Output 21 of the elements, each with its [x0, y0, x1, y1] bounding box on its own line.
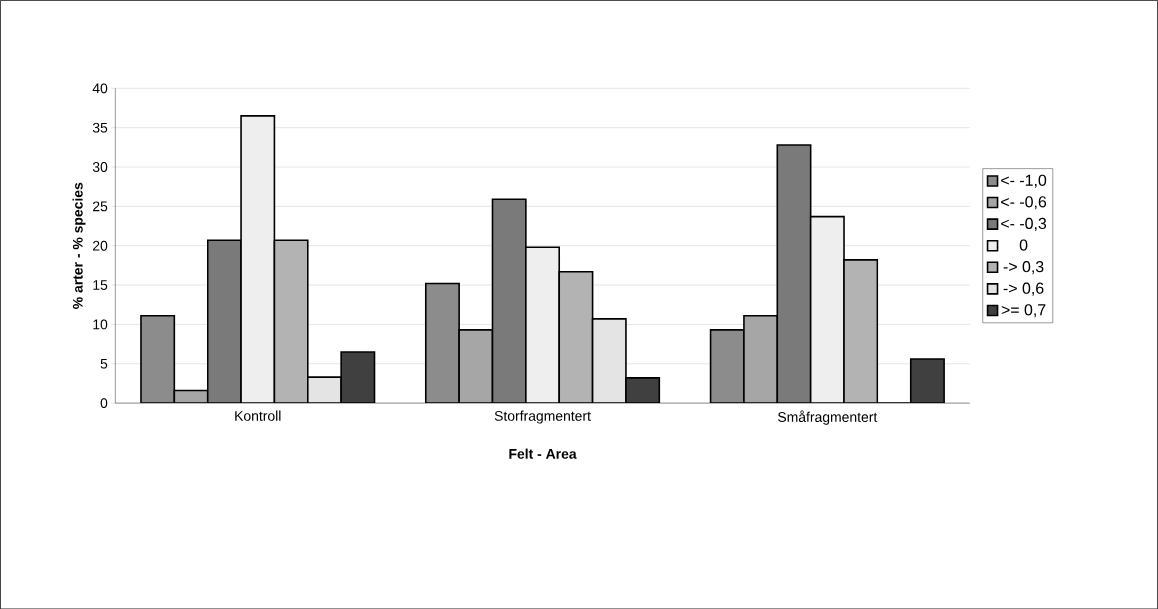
- y-tick-label: 20: [93, 240, 108, 251]
- y-tick-label: 40: [92, 83, 108, 94]
- legend-label: -> 0,3: [1003, 260, 1044, 274]
- legend-label: <- -1,0: [1001, 174, 1047, 188]
- x-tick-label: Storfragmentert: [494, 410, 591, 424]
- y-tick-label: 15: [93, 280, 108, 290]
- legend-label: <- -0,6: [1001, 196, 1047, 210]
- y-tick-label: 5: [100, 358, 108, 369]
- legend-label: 0: [1019, 239, 1028, 251]
- x-tick-label: Småfragmentert: [778, 410, 878, 425]
- x-axis-title: Felt - Area: [509, 448, 577, 459]
- y-tick-label: 35: [92, 122, 108, 133]
- y-tick-label: 25: [93, 201, 108, 212]
- y-tick-label: 30: [92, 161, 108, 172]
- y-tick-label: 0: [100, 397, 108, 408]
- y-tick-label: 10: [93, 319, 108, 330]
- legend-label: -> 0,6: [1003, 282, 1044, 296]
- y-axis-title: % arter - % species: [72, 182, 86, 309]
- legend-label: <- -0,3: [1001, 217, 1047, 231]
- x-tick-label: Kontroll: [235, 410, 281, 421]
- legend-label: >= 0,7: [1001, 304, 1046, 318]
